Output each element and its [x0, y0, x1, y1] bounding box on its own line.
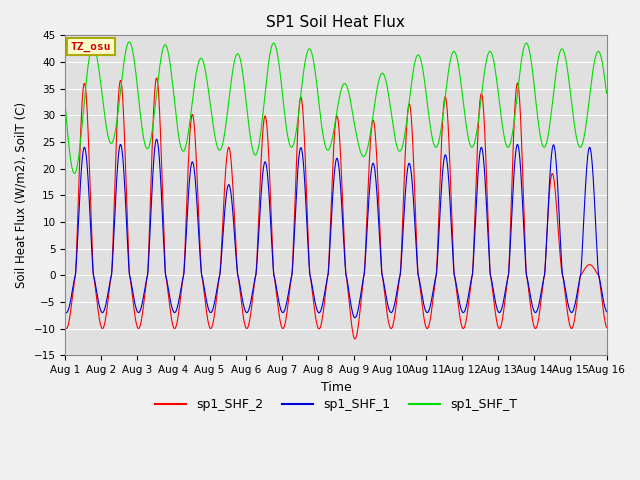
sp1_SHF_1 — [351, 315, 359, 321]
sp1_SHF_T — [602, 86, 610, 92]
sp1_SHF_1 — [61, 309, 69, 314]
Y-axis label: Soil Heat Flux (W/m2), SoilT (C): Soil Heat Flux (W/m2), SoilT (C) — [15, 102, 28, 288]
sp1_SHF_T — [488, 51, 496, 57]
sp1_SHF_T — [125, 39, 133, 45]
sp1_SHF_2 — [488, 283, 496, 288]
Text: TZ_osu: TZ_osu — [70, 42, 111, 52]
sp1_SHF_2 — [153, 75, 161, 81]
sp1_SHF_1 — [602, 308, 610, 313]
sp1_SHF_1 — [153, 136, 161, 142]
sp1_SHF_1 — [458, 307, 465, 312]
sp1_SHF_1 — [488, 280, 496, 286]
sp1_SHF_2 — [428, 309, 435, 315]
Line: sp1_SHF_1: sp1_SHF_1 — [65, 139, 607, 318]
sp1_SHF_2 — [61, 324, 69, 330]
Line: sp1_SHF_T: sp1_SHF_T — [65, 42, 607, 173]
sp1_SHF_T — [316, 108, 324, 114]
sp1_SHF_2 — [458, 322, 465, 327]
sp1_SHF_T — [603, 90, 611, 96]
Line: sp1_SHF_2: sp1_SHF_2 — [65, 78, 607, 339]
Title: SP1 Soil Heat Flux: SP1 Soil Heat Flux — [266, 15, 405, 30]
sp1_SHF_T — [428, 130, 435, 136]
sp1_SHF_1 — [428, 298, 435, 304]
sp1_SHF_2 — [316, 325, 324, 331]
X-axis label: Time: Time — [321, 381, 351, 394]
sp1_SHF_T — [458, 83, 465, 89]
Legend: sp1_SHF_2, sp1_SHF_1, sp1_SHF_T: sp1_SHF_2, sp1_SHF_1, sp1_SHF_T — [150, 393, 522, 416]
sp1_SHF_2 — [159, 194, 166, 200]
sp1_SHF_2 — [602, 323, 610, 329]
sp1_SHF_2 — [351, 336, 359, 342]
sp1_SHF_T — [70, 170, 78, 176]
sp1_SHF_T — [61, 104, 69, 109]
sp1_SHF_1 — [603, 309, 611, 314]
sp1_SHF_2 — [603, 324, 611, 330]
sp1_SHF_1 — [316, 310, 324, 315]
sp1_SHF_T — [159, 46, 166, 52]
sp1_SHF_1 — [159, 218, 166, 224]
